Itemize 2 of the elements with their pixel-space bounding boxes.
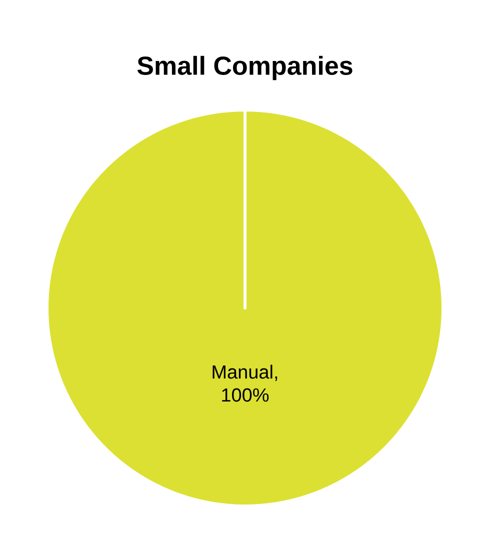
data-label: Manual, 100% — [212, 364, 278, 402]
chart-title: Small Companies — [137, 56, 352, 80]
